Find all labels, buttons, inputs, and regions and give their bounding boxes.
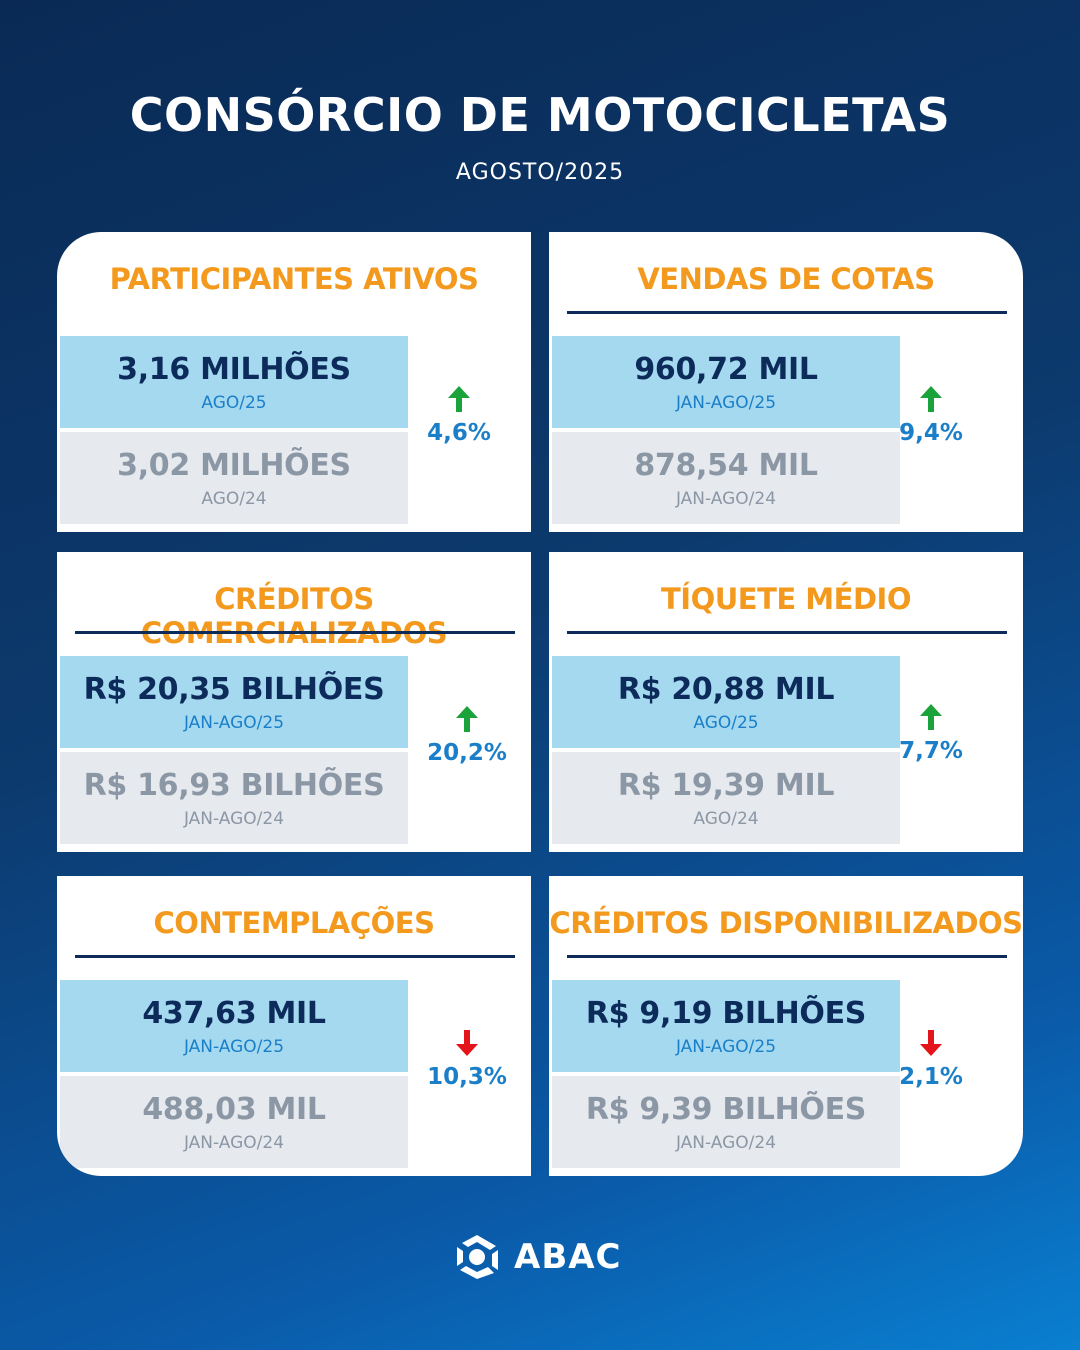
current-period: JAN-AGO/25 (675, 393, 777, 413)
change-percent: 4,6% (427, 420, 491, 446)
title-divider (567, 311, 1007, 314)
header: CONSÓRCIO DE MOTOCICLETAS AGOSTO/2025 (0, 88, 1080, 185)
previous-value-box: R$ 19,39 MIL AGO/24 (552, 752, 900, 844)
abac-logo: ABAC (452, 1232, 622, 1282)
change-indicator: 10,3% (412, 1030, 522, 1090)
previous-period: JAN-AGO/24 (183, 809, 285, 829)
current-value: 437,63 MIL (142, 996, 326, 1031)
previous-value-box: 488,03 MIL JAN-AGO/24 (60, 1076, 408, 1168)
previous-value: 3,02 MILHÕES (117, 448, 351, 483)
arrow-up-icon (448, 386, 470, 412)
current-value-box: 3,16 MILHÕES AGO/25 (60, 336, 408, 428)
metric-card-participantes: PARTICIPANTES ATIVOS 3,16 MILHÕES AGO/25… (57, 232, 531, 532)
previous-period: AGO/24 (201, 489, 267, 509)
current-value: 960,72 MIL (634, 352, 818, 387)
arrow-up-icon (920, 704, 942, 730)
change-percent: 20,2% (427, 740, 507, 766)
logo-text: ABAC (514, 1237, 622, 1277)
card-title: CONTEMPLAÇÕES (153, 906, 435, 940)
current-period: JAN-AGO/25 (183, 1037, 285, 1057)
change-indicator: 2,1% (876, 1030, 986, 1090)
metric-card-creditos-disponibilizados: CRÉDITOS DISPONIBILIZADOS R$ 9,19 BILHÕE… (549, 876, 1023, 1176)
change-percent: 7,7% (899, 738, 963, 764)
current-period: AGO/25 (201, 393, 267, 413)
previous-value-box: 878,54 MIL JAN-AGO/24 (552, 432, 900, 524)
change-indicator: 9,4% (876, 386, 986, 446)
previous-value: 488,03 MIL (142, 1092, 326, 1127)
previous-period: JAN-AGO/24 (675, 1133, 777, 1153)
previous-value: 878,54 MIL (634, 448, 818, 483)
previous-value: R$ 19,39 MIL (617, 768, 835, 803)
change-percent: 9,4% (899, 420, 963, 446)
arrow-down-icon (456, 1030, 478, 1056)
title-divider (75, 631, 515, 634)
change-indicator: 7,7% (876, 704, 986, 764)
change-percent: 2,1% (899, 1064, 963, 1090)
previous-value-box: 3,02 MILHÕES AGO/24 (60, 432, 408, 524)
current-value-box: 960,72 MIL JAN-AGO/25 (552, 336, 900, 428)
previous-period: JAN-AGO/24 (183, 1133, 285, 1153)
previous-period: JAN-AGO/24 (675, 489, 777, 509)
arrow-down-icon (920, 1030, 942, 1056)
card-title: PARTICIPANTES ATIVOS (109, 262, 479, 296)
current-value: R$ 9,19 BILHÕES (585, 996, 867, 1031)
metric-card-contemplacoes: CONTEMPLAÇÕES 437,63 MIL JAN-AGO/25 488,… (57, 876, 531, 1176)
current-period: AGO/25 (693, 713, 759, 733)
metric-card-creditos-comercializados: CRÉDITOS COMERCIALIZADOS R$ 20,35 BILHÕE… (57, 552, 531, 852)
previous-value-box: R$ 9,39 BILHÕES JAN-AGO/24 (552, 1076, 900, 1168)
abac-logo-icon (457, 1235, 498, 1279)
page-subtitle: AGOSTO/2025 (455, 160, 625, 185)
current-value: R$ 20,88 MIL (617, 672, 835, 707)
change-percent: 10,3% (427, 1064, 507, 1090)
current-period: JAN-AGO/25 (183, 713, 285, 733)
previous-value: R$ 16,93 BILHÕES (83, 768, 385, 803)
previous-period: AGO/24 (693, 809, 759, 829)
page-title: CONSÓRCIO DE MOTOCICLETAS (129, 88, 951, 142)
current-value-box: R$ 20,88 MIL AGO/25 (552, 656, 900, 748)
card-title: CRÉDITOS COMERCIALIZADOS (140, 582, 448, 650)
title-divider (567, 631, 1007, 634)
change-indicator: 20,2% (412, 706, 522, 766)
arrow-up-icon (920, 386, 942, 412)
card-title: CRÉDITOS DISPONIBILIZADOS (549, 906, 1023, 940)
title-divider (75, 955, 515, 958)
arrow-up-icon (456, 706, 478, 732)
previous-value-box: R$ 16,93 BILHÕES JAN-AGO/24 (60, 752, 408, 844)
card-title: VENDAS DE COTAS (637, 262, 935, 296)
current-value: 3,16 MILHÕES (117, 352, 351, 387)
current-value-box: 437,63 MIL JAN-AGO/25 (60, 980, 408, 1072)
metric-card-vendas: VENDAS DE COTAS 960,72 MIL JAN-AGO/25 87… (549, 232, 1023, 532)
change-indicator: 4,6% (404, 386, 514, 446)
title-divider (567, 955, 1007, 958)
metric-card-tiquete: TÍQUETE MÉDIO R$ 20,88 MIL AGO/25 R$ 19,… (549, 552, 1023, 852)
current-value-box: R$ 20,35 BILHÕES JAN-AGO/25 (60, 656, 408, 748)
current-period: JAN-AGO/25 (675, 1037, 777, 1057)
current-value-box: R$ 9,19 BILHÕES JAN-AGO/25 (552, 980, 900, 1072)
current-value: R$ 20,35 BILHÕES (83, 672, 385, 707)
previous-value: R$ 9,39 BILHÕES (585, 1092, 867, 1127)
card-title: TÍQUETE MÉDIO (661, 582, 911, 616)
